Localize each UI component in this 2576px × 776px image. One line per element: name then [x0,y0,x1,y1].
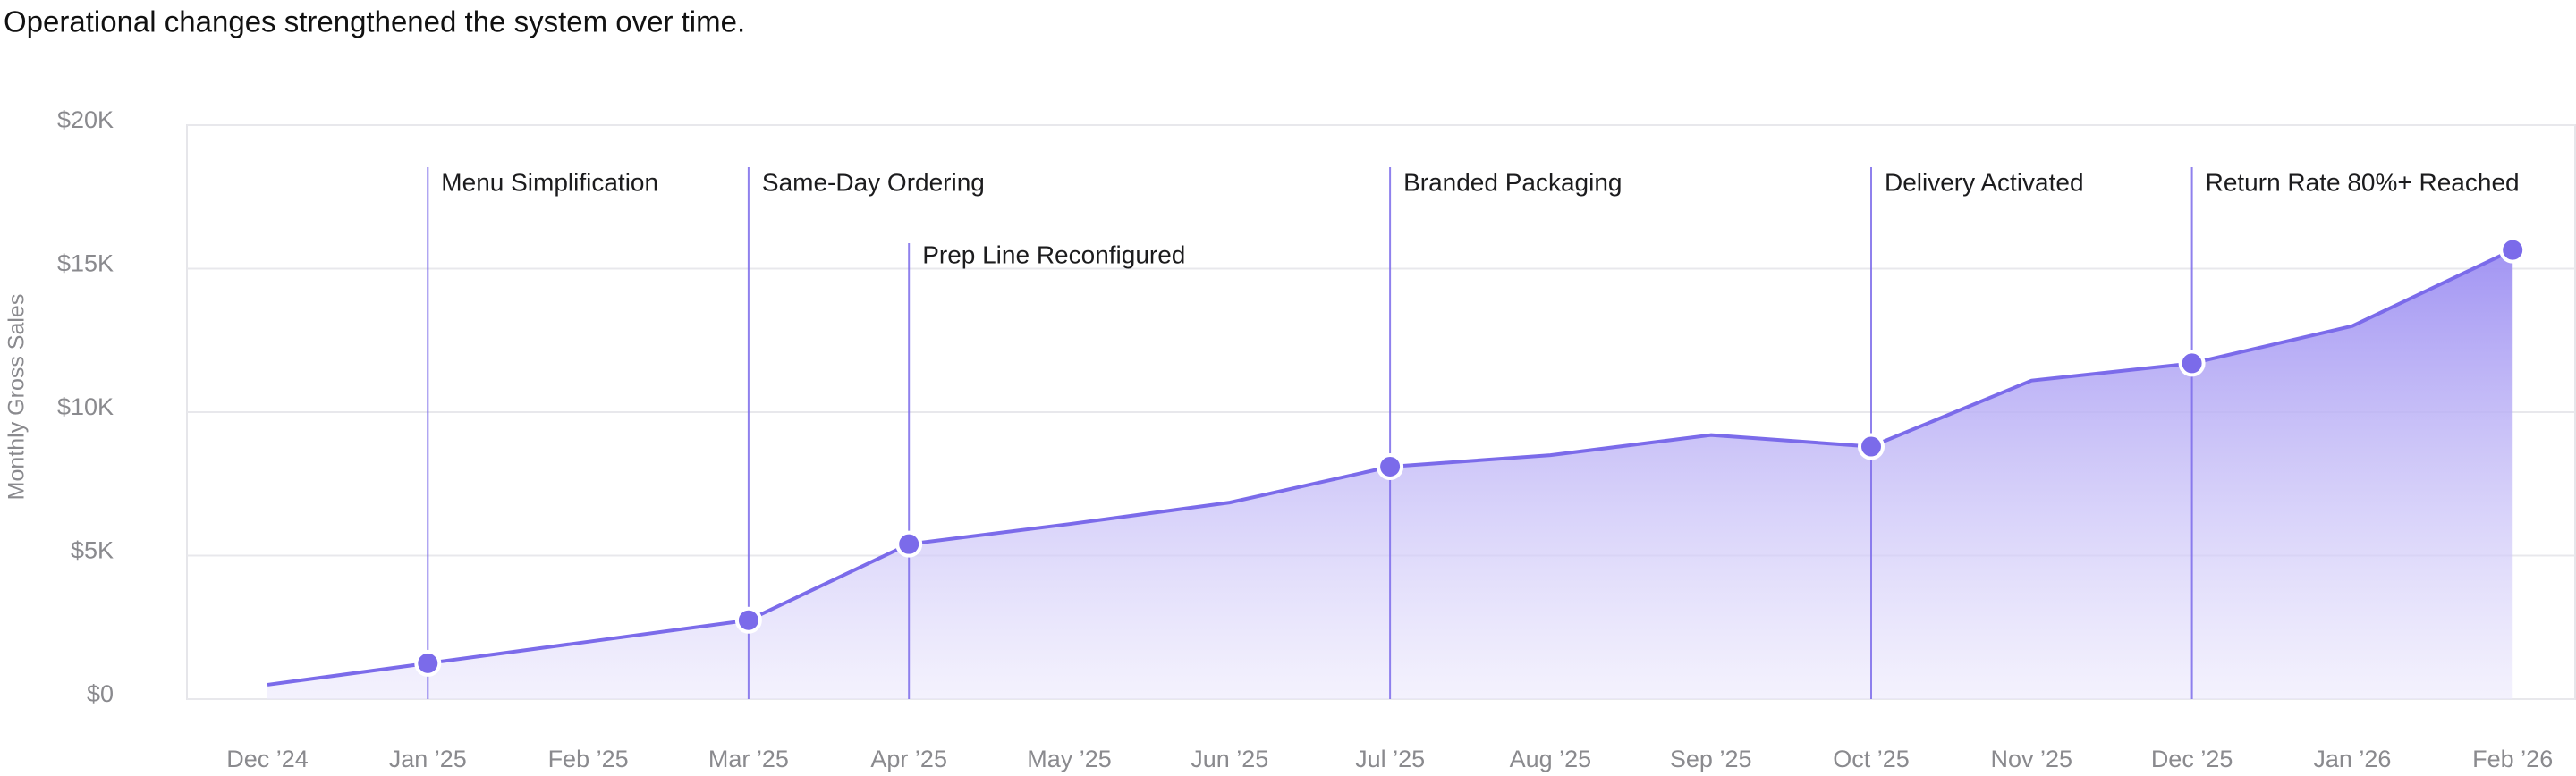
x-tick-label: Dec ’25 [2151,746,2233,772]
point-marker [1377,452,1404,480]
x-tick-label: Jul ’25 [1355,746,1425,772]
x-tick-label: Jan ’26 [2313,746,2391,772]
annotation-label: Menu Simplification [441,168,658,196]
chart-title: Operational changes strengthened the sys… [4,5,745,38]
y-tick-label: $15K [57,250,114,277]
x-tick-label: Nov ’25 [1991,746,2073,772]
annotation-label: Delivery Activated [1885,168,2084,196]
x-tick-label: Sep ’25 [1670,746,1752,772]
point-marker [1858,433,1885,460]
x-tick-label: Mar ’25 [708,746,789,772]
point-marker [414,649,442,677]
point-marker [734,606,762,634]
annotation-label: Prep Line Reconfigured [922,240,1185,268]
point-marker [2499,236,2527,264]
y-tick-label: $0 [87,680,114,707]
annotation-label: Branded Packaging [1403,168,1622,196]
y-tick-label: $5K [71,537,114,564]
y-axis-label: Monthly Gross Sales [4,294,30,501]
x-tick-label: May ’25 [1027,746,1112,772]
x-tick-label: Feb ’25 [548,746,629,772]
annotation-label: Return Rate 80%+ Reached [2206,168,2520,196]
x-tick-label: Dec ’24 [226,746,309,772]
x-tick-label: Jun ’25 [1191,746,1268,772]
x-tick-label: Apr ’25 [870,746,947,772]
point-marker [895,530,923,558]
y-tick-label: $20K [57,106,114,133]
x-tick-label: Oct ’25 [1833,746,1910,772]
x-tick-label: Aug ’25 [1510,746,1592,772]
annotation-label: Same-Day Ordering [762,168,985,196]
point-marker [2178,350,2206,377]
x-tick-label: Feb ’26 [2472,746,2553,772]
x-tick-label: Jan ’25 [389,746,467,772]
y-tick-label: $10K [57,393,114,420]
